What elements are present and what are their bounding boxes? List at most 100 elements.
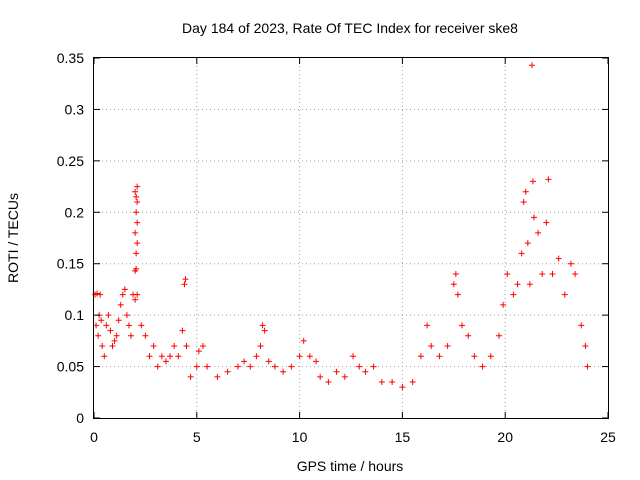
data-point (444, 343, 451, 349)
data-point (154, 363, 161, 370)
x-tick-label: 25 (600, 429, 616, 445)
data-point (524, 240, 531, 247)
data-point (567, 260, 574, 267)
data-point (528, 62, 535, 69)
data-point (187, 373, 194, 380)
data-point (175, 353, 182, 360)
data-point (362, 368, 369, 375)
x-axis-label: GPS time / hours (297, 458, 404, 474)
data-point (555, 255, 562, 262)
data-point (522, 188, 529, 195)
y-tick-label: 0.25 (57, 153, 84, 169)
data-point (121, 286, 128, 293)
data-point (179, 327, 186, 334)
data-point (182, 276, 189, 283)
data-point (325, 379, 332, 385)
data-point (471, 353, 478, 360)
data-point (253, 353, 260, 360)
data-point (133, 250, 140, 257)
data-point (241, 358, 248, 365)
x-tick-label: 10 (292, 429, 308, 445)
data-point (257, 343, 264, 349)
data-point (132, 267, 139, 274)
data-point (265, 358, 272, 365)
data-point (500, 301, 507, 308)
data-point (545, 176, 552, 183)
data-points (92, 62, 591, 391)
data-point (183, 343, 190, 349)
data-point (561, 291, 568, 298)
data-point (107, 327, 114, 334)
y-tick-label: 0.1 (65, 307, 85, 323)
data-point (549, 271, 556, 277)
data-point (504, 271, 511, 277)
data-point (132, 296, 139, 303)
data-point (510, 291, 517, 298)
data-point (479, 363, 486, 370)
data-point (280, 368, 287, 375)
data-point (417, 353, 424, 360)
grid (94, 58, 608, 418)
data-point (181, 281, 188, 288)
y-tick-label: 0.35 (57, 50, 84, 66)
data-point (125, 322, 132, 329)
data-point (399, 384, 406, 391)
data-point (450, 281, 457, 288)
data-point (526, 281, 533, 288)
data-point (389, 379, 396, 385)
data-point (224, 368, 231, 375)
plot-frame (93, 57, 609, 419)
data-point (134, 183, 141, 190)
data-point (93, 322, 100, 329)
data-point (584, 363, 591, 370)
data-point (123, 312, 130, 319)
data-point (424, 322, 431, 329)
data-point (134, 240, 141, 247)
x-tick-label: 0 (90, 429, 98, 445)
data-point (409, 379, 416, 385)
data-point (101, 353, 108, 360)
data-point (103, 322, 110, 329)
data-point (543, 219, 550, 226)
x-tick-label: 15 (395, 429, 411, 445)
data-point (514, 281, 521, 288)
data-point (150, 343, 157, 349)
data-point (134, 199, 141, 205)
data-point (234, 363, 241, 370)
data-point (214, 373, 221, 380)
data-point (109, 343, 116, 349)
data-point (530, 214, 537, 221)
chart-title: Day 184 of 2023, Rate Of TEC Index for r… (182, 20, 518, 36)
data-point (300, 337, 307, 344)
data-point (204, 363, 211, 370)
data-point (313, 358, 320, 365)
data-point (113, 332, 120, 339)
data-point (95, 332, 102, 339)
data-point (94, 290, 101, 297)
data-point (261, 327, 268, 334)
data-point (578, 322, 585, 329)
y-tick-label: 0.15 (57, 256, 84, 272)
data-point (428, 343, 435, 349)
data-point (115, 317, 122, 324)
data-point (350, 353, 357, 360)
data-point (105, 312, 112, 319)
data-point (572, 271, 579, 277)
y-tick-label: 0.3 (65, 101, 85, 117)
y-tick-label: 0.05 (57, 359, 84, 375)
data-point (317, 373, 324, 380)
data-point (465, 332, 472, 339)
data-point (459, 322, 466, 329)
data-point (132, 188, 139, 195)
x-tick-label: 20 (497, 429, 513, 445)
data-point (98, 317, 105, 324)
data-point (99, 343, 106, 349)
data-point (111, 337, 118, 344)
data-point (146, 353, 153, 360)
y-tick-label: 0 (76, 410, 84, 426)
data-point (306, 353, 313, 360)
data-point (539, 271, 546, 277)
data-point (167, 353, 174, 360)
data-point (162, 358, 169, 365)
data-point (134, 219, 141, 226)
